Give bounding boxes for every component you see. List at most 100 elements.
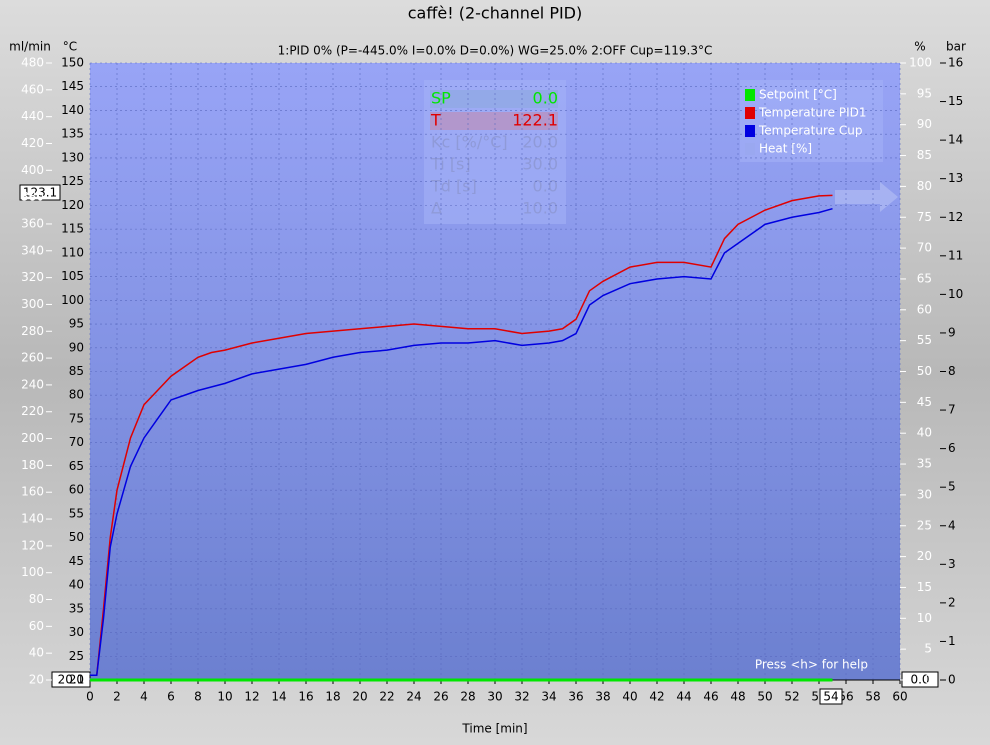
readout: 54 bbox=[823, 690, 838, 704]
y-tick-label: 35 bbox=[69, 601, 84, 615]
panel-label: T bbox=[430, 111, 441, 130]
y4-tick-label: 3 bbox=[948, 557, 956, 571]
legend-swatch bbox=[745, 125, 755, 137]
series-line bbox=[90, 207, 833, 677]
y3-tick-label: 160 bbox=[21, 485, 44, 499]
y3-tick-label: 100 bbox=[21, 565, 44, 579]
panel-value: 30.0 bbox=[522, 155, 558, 174]
y-tick-label: 130 bbox=[61, 150, 84, 164]
y3-tick-label: 240 bbox=[21, 377, 44, 391]
y2-tick-label: 80 bbox=[917, 179, 932, 193]
y4-tick-label: 11 bbox=[948, 248, 963, 262]
legend-label: Heat [%] bbox=[759, 142, 812, 156]
x-tick-label: 0 bbox=[86, 690, 94, 704]
y2-tick-label: 85 bbox=[917, 148, 932, 162]
grid bbox=[89, 62, 901, 681]
y3-tick-label: 300 bbox=[21, 297, 44, 311]
y3-tick-label: 400 bbox=[21, 163, 44, 177]
y-tick-label: 115 bbox=[61, 222, 84, 236]
y2-tick-label: 75 bbox=[917, 210, 932, 224]
y-tick-label: 125 bbox=[61, 174, 84, 188]
y-tick-label: 100 bbox=[61, 293, 84, 307]
y2-tick-label: 20 bbox=[917, 549, 932, 563]
y-tick-label: 145 bbox=[61, 79, 84, 93]
y4-tick-label: 4 bbox=[948, 518, 956, 532]
x-tick-label: 48 bbox=[730, 690, 745, 704]
y2-tick-label: 30 bbox=[917, 487, 932, 501]
y2-tick-label: 5 bbox=[924, 642, 932, 656]
y-tick-label: 135 bbox=[61, 127, 84, 141]
legend-swatch bbox=[745, 143, 755, 155]
series-line bbox=[90, 194, 833, 677]
legend-swatch bbox=[745, 89, 755, 101]
readout: 123.1 bbox=[23, 186, 57, 200]
x-tick-label: 24 bbox=[406, 690, 421, 704]
y-tick-label: 85 bbox=[69, 364, 84, 378]
x-tick-label: 22 bbox=[379, 690, 394, 704]
legend-box bbox=[740, 80, 883, 162]
y4-tick-label: 2 bbox=[948, 595, 956, 609]
y4-tick-label: 16 bbox=[948, 56, 963, 70]
x-tick-label: 38 bbox=[595, 690, 610, 704]
legend-label: Temperature PID1 bbox=[758, 106, 866, 120]
y-tick-label: 55 bbox=[69, 506, 84, 520]
panel-label: Ti [s] bbox=[430, 155, 471, 174]
x-tick-label: 58 bbox=[865, 690, 880, 704]
y2-tick-label: 95 bbox=[917, 86, 932, 100]
y3-tick-label: 40 bbox=[29, 646, 44, 660]
x-tick-label: 16 bbox=[298, 690, 313, 704]
panel-value: 0.0 bbox=[533, 89, 558, 108]
y2-axis-label: % bbox=[914, 40, 925, 54]
x-tick-label: 36 bbox=[568, 690, 583, 704]
y-tick-label: 70 bbox=[69, 435, 84, 449]
panel-value: 122.1 bbox=[512, 111, 558, 130]
x-tick-label: 34 bbox=[541, 690, 556, 704]
y-tick-label: 80 bbox=[69, 388, 84, 402]
readout: 20.1 bbox=[58, 673, 85, 687]
y4-tick-label: 13 bbox=[948, 171, 963, 185]
y2-tick-label: 25 bbox=[917, 518, 932, 532]
y-tick-label: 30 bbox=[69, 625, 84, 639]
y4-tick-label: 1 bbox=[948, 634, 956, 648]
y-tick-label: 75 bbox=[69, 411, 84, 425]
x-tick-label: 46 bbox=[703, 690, 718, 704]
y-tick-label: 110 bbox=[61, 245, 84, 259]
y4-tick-label: 8 bbox=[948, 364, 956, 378]
legend-label: Setpoint [°C] bbox=[759, 88, 837, 102]
y3-tick-label: 80 bbox=[29, 592, 44, 606]
y3-tick-label: 220 bbox=[21, 404, 44, 418]
y2-tick-label: 90 bbox=[917, 117, 932, 131]
y2-tick-label: 45 bbox=[917, 395, 932, 409]
y4-tick-label: 14 bbox=[948, 133, 963, 147]
x-tick-label: 18 bbox=[325, 690, 340, 704]
subtitle: 1:PID 0% (P=-445.0% I=0.0% D=0.0%) WG=25… bbox=[278, 44, 713, 58]
y3-tick-label: 440 bbox=[21, 109, 44, 123]
y2-tick-label: 10 bbox=[917, 611, 932, 625]
panel-value: 10.0 bbox=[522, 199, 558, 218]
x-tick-label: 6 bbox=[167, 690, 175, 704]
x-tick-label: 44 bbox=[676, 690, 691, 704]
title: caffè! (2-channel PID) bbox=[408, 4, 583, 23]
panel-label: Td [s] bbox=[430, 177, 477, 196]
y3-tick-label: 340 bbox=[21, 243, 44, 257]
x-tick-label: 50 bbox=[757, 690, 772, 704]
y4-axis-label: bar bbox=[946, 40, 966, 54]
y4-tick-label: 7 bbox=[948, 403, 956, 417]
pid-panel: SP 0.0T 122.1Kc [%/°C] 20.0Ti [s] 30.0Td [s]… bbox=[424, 80, 566, 224]
y2-tick-label: 70 bbox=[917, 241, 932, 255]
x-tick-label: 2 bbox=[113, 690, 121, 704]
y2-tick-label: 100 bbox=[909, 56, 932, 70]
y4-tick-label: 6 bbox=[948, 441, 956, 455]
panel-value: 0.0 bbox=[533, 177, 558, 196]
y3-tick-label: 360 bbox=[21, 216, 44, 230]
y4-tick-label: 0 bbox=[948, 673, 956, 687]
y3-tick-label: 120 bbox=[21, 538, 44, 552]
panel-label: Kc [%/°C] bbox=[431, 133, 508, 152]
y2-tick-label: 40 bbox=[917, 426, 932, 440]
legend-label: Temperature Cup bbox=[758, 124, 862, 138]
y3-tick-label: 260 bbox=[21, 351, 44, 365]
x-tick-label: 26 bbox=[433, 690, 448, 704]
x-tick-label: 12 bbox=[244, 690, 259, 704]
x-tick-label: 32 bbox=[514, 690, 529, 704]
y-tick-label: 60 bbox=[69, 483, 84, 497]
